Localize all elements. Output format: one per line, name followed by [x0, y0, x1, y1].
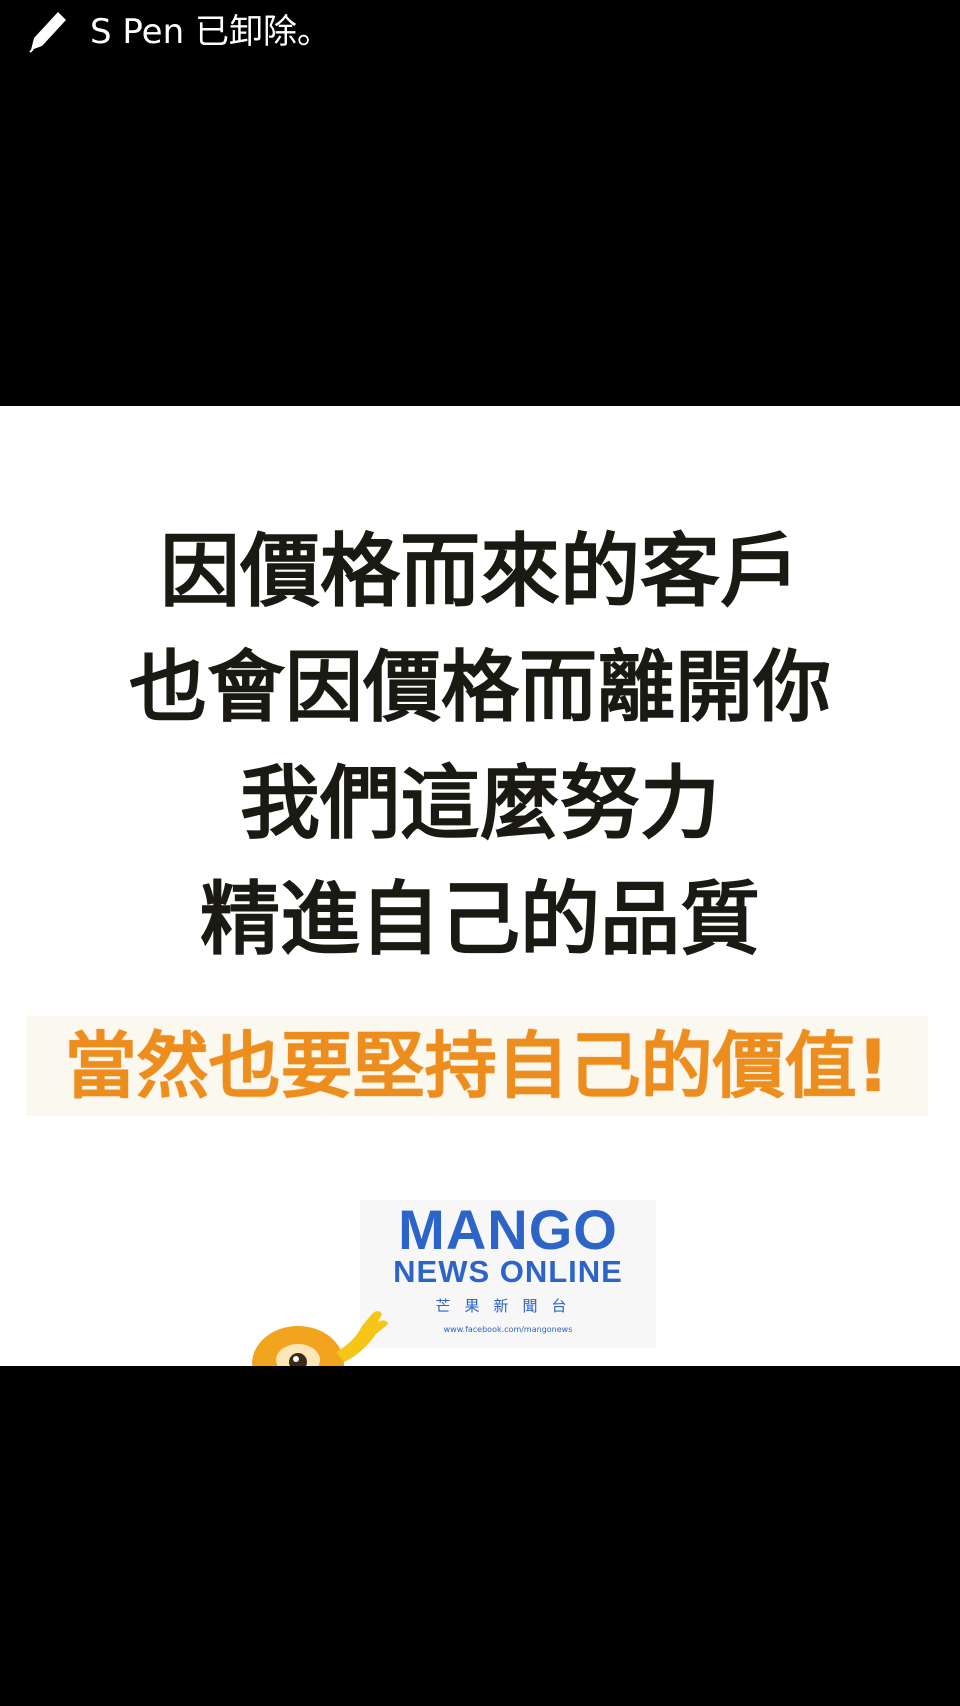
highlight-text: 當然也要堅持自己的價值! [64, 1024, 890, 1108]
logo-chinese-name: 芒果新聞台 [435, 1297, 581, 1315]
quote-line-1: 因價格而來的客戶 [160, 525, 800, 618]
logo-title: MANGO [398, 1198, 618, 1261]
toast-message: S Pen 已卸除。 [90, 12, 331, 52]
s-pen-toast: S Pen 已卸除。 [0, 0, 960, 64]
quote-line-4: 精進自己的品質 [200, 873, 760, 966]
logo-subtitle: NEWS ONLINE [393, 1254, 623, 1289]
pen-icon [29, 12, 66, 53]
mango-news-logo: MANGO NEWS ONLINE 芒果新聞台 www.facebook.com… [360, 1200, 656, 1348]
mango-mascot-icon [252, 1311, 388, 1366]
logo-url: www.facebook.com/mangonews [443, 1325, 573, 1334]
quote-line-3: 我們這麼努力 [240, 757, 720, 850]
quote-line-2: 也會因價格而離開你 [128, 643, 831, 733]
image-viewer[interactable]: 因價格而來的客戶 也會因價格而離開你 我們這麼努力 精進自己的品質 當然也要堅持… [0, 406, 960, 1366]
highlight-banner: 當然也要堅持自己的價值! [26, 1016, 928, 1116]
